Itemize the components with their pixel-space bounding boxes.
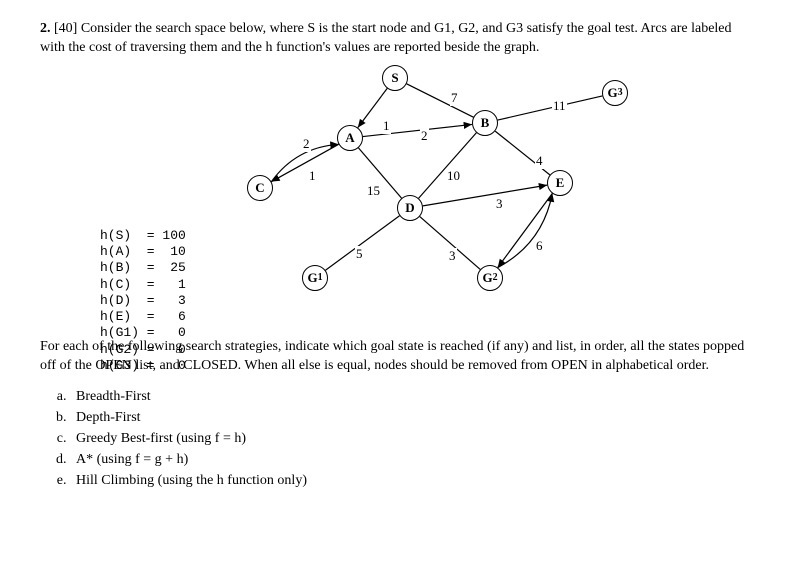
edge-cost-A-C: 1 [308,168,317,184]
subq-e: Hill Climbing (using the h function only… [70,470,758,491]
node-G3: G3 [602,80,628,106]
question-points: [40] [54,21,77,36]
edge-cost-A-B: 2 [420,128,429,144]
edge-cost-B-D: 10 [446,168,461,184]
edge-S-B [407,84,474,117]
subq-d: A* (using f = g + h) [70,449,758,470]
node-B: B [472,110,498,136]
node-A: A [337,125,363,151]
edge-cost-C-A: 2 [302,136,311,152]
subquestion-list: Breadth-First Depth-First Greedy Best-fi… [70,386,758,491]
edge-cost-E-G2: 6 [535,238,544,254]
edge-cost-B-E: 4 [535,153,544,169]
question-number: 2. [40,21,51,36]
subq-b: Depth-First [70,407,758,428]
edge-B-G3 [498,96,603,120]
subq-a: Breadth-First [70,386,758,407]
edge-D-G1 [325,215,399,270]
node-G2: G2 [477,265,503,291]
node-E: E [547,170,573,196]
edge-E-G2 [498,193,553,267]
node-D: D [397,195,423,221]
question-prompt: 2. [40] Consider the search space below,… [40,20,758,58]
edge-cost-D-G1: 5 [355,246,364,262]
search-graph: SABCDEG1G2G3 1721215104113536 h(S) = 100… [160,68,660,328]
subq-c: Greedy Best-first (using f = h) [70,428,758,449]
edge-cost-S-A: 1 [382,118,391,134]
heuristic-table: h(S) = 100 h(A) = 10 h(B) = 25 h(C) = 1 … [100,228,186,374]
edge-D-E [423,185,547,206]
question-text: Consider the search space below, where S… [40,21,732,55]
edge-cost-S-B: 7 [450,90,459,106]
node-C: C [247,175,273,201]
edge-cost-A-D: 15 [366,183,381,199]
node-G1: G1 [302,265,328,291]
edge-cost-D-G2: 3 [448,248,457,264]
node-S: S [382,65,408,91]
edge-A-B [363,124,472,136]
edge-cost-B-G3: 11 [552,98,567,114]
edge-cost-D-E: 3 [495,196,504,212]
